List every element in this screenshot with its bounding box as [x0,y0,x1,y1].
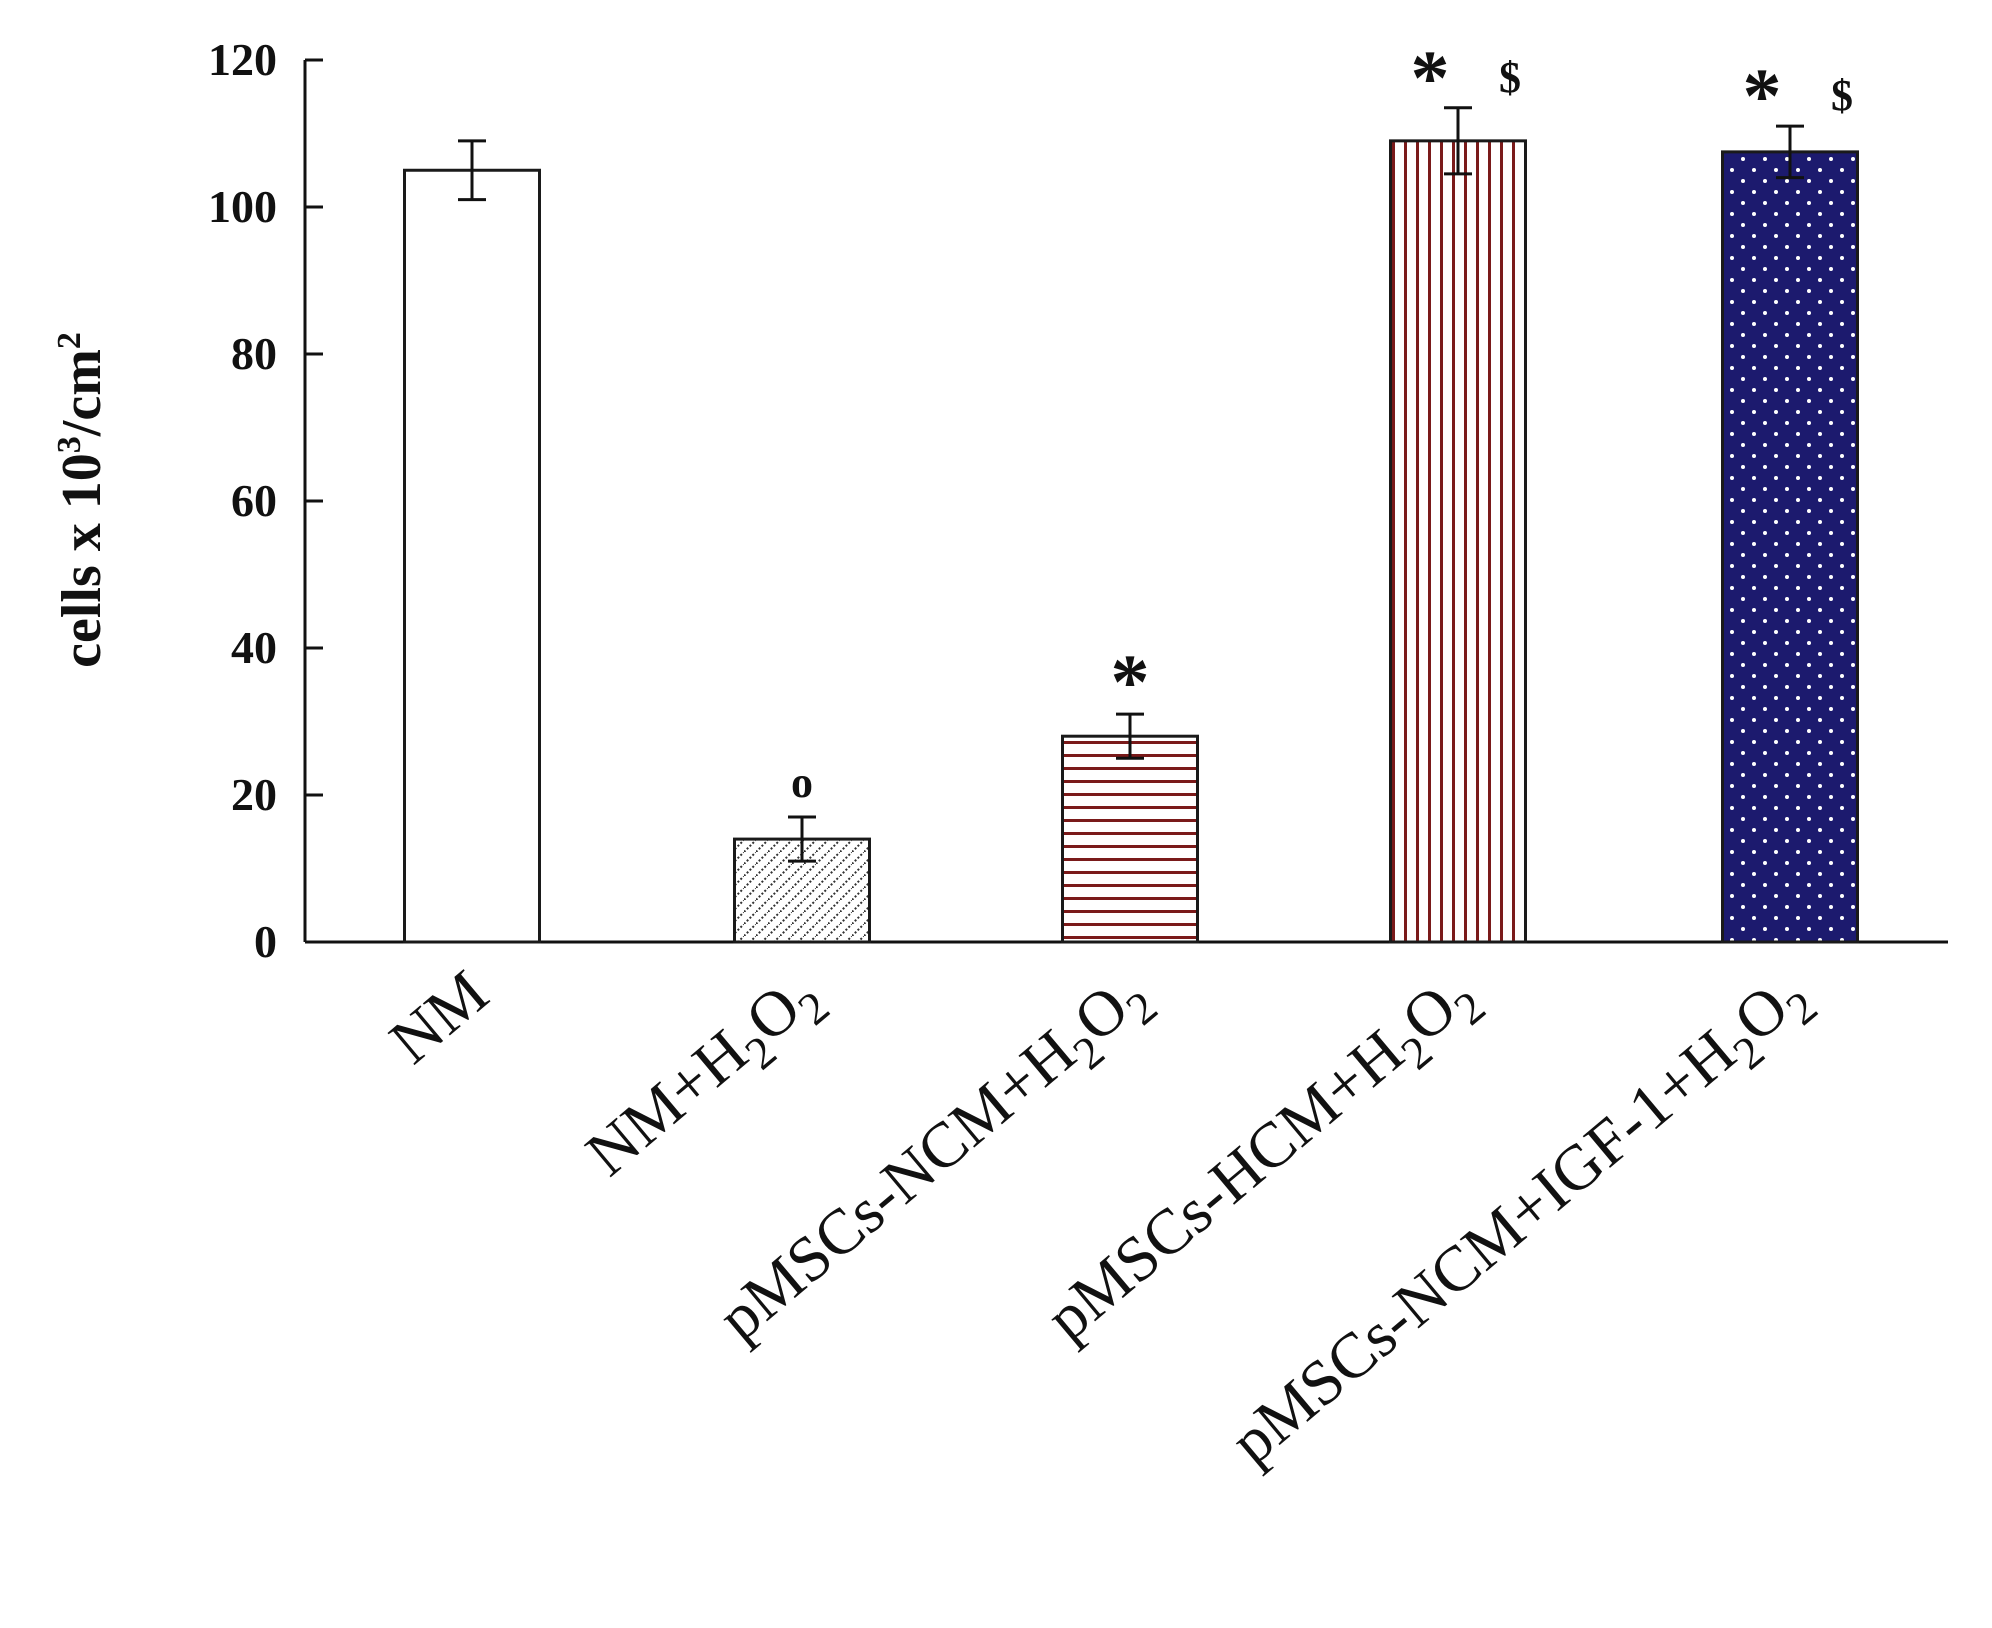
significance-circle: o [791,758,813,807]
axes: 0 20 40 60 80 100 120 [208,34,1948,967]
y-tick-label: 20 [231,769,277,820]
bars-group [403,106,1859,944]
y-tick-label: 60 [231,475,277,526]
bar [1721,150,1859,944]
bar [1061,734,1199,944]
significance-dollar: $ [1831,71,1853,120]
y-tick-label: 120 [208,34,277,85]
category-label: NM+H2O2 [573,956,839,1198]
category-label: pMSCs-NCM+IGF-1+H2O2 [1217,956,1827,1486]
y-tick-label: 0 [254,916,277,967]
y-tick-label: 40 [231,622,277,673]
significance-asterisk: * [1411,34,1450,121]
y-tick-label: 80 [231,328,277,379]
bar [1389,139,1527,944]
bar [403,168,541,944]
significance-dollar: $ [1499,53,1521,102]
significance-asterisk: * [1743,52,1782,139]
significance-asterisk: * [1111,638,1150,725]
labels-group: cells x 103/cm2NMoNM+H2O2*pMSCs-NCM+H2O2… [51,34,1853,1486]
y-tick-label: 100 [208,181,277,232]
category-label: NM [376,956,501,1077]
y-axis-label: cells x 103/cm2 [51,332,113,668]
